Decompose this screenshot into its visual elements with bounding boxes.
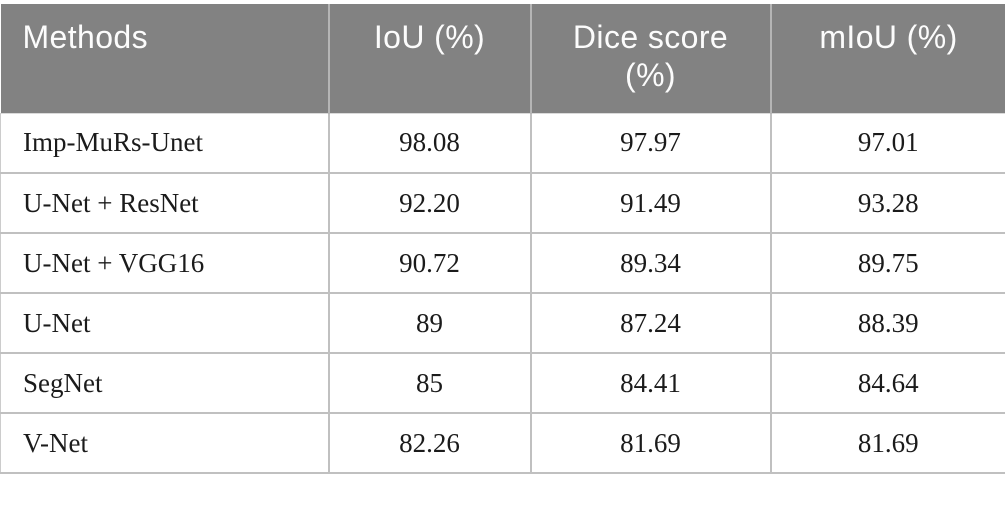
table-row: U-Net + ResNet 92.20 91.49 93.28	[1, 173, 1005, 233]
header-label-methods: Methods	[23, 18, 328, 56]
cell-iou: 82.26	[329, 413, 531, 473]
table-body: Imp-MuRs-Unet 98.08 97.97 97.01 U-Net + …	[1, 113, 1005, 473]
header-cell-methods: Methods	[1, 4, 329, 113]
cell-dice: 91.49	[531, 173, 771, 233]
cell-miou: 89.75	[771, 233, 1005, 293]
cell-miou: 93.28	[771, 173, 1005, 233]
table-row: U-Net + VGG16 90.72 89.34 89.75	[1, 233, 1005, 293]
cell-miou: 81.69	[771, 413, 1005, 473]
cell-method: Imp-MuRs-Unet	[1, 113, 329, 173]
cell-dice: 89.34	[531, 233, 771, 293]
cell-iou: 92.20	[329, 173, 531, 233]
header-cell-miou: mIoU (%)	[771, 4, 1005, 113]
paper-table-page: Methods IoU (%) Dice score(%) mIoU (%) I…	[0, 4, 1005, 505]
table-row: Imp-MuRs-Unet 98.08 97.97 97.01	[1, 113, 1005, 173]
cell-method: V-Net	[1, 413, 329, 473]
cell-dice: 97.97	[531, 113, 771, 173]
cell-miou: 88.39	[771, 293, 1005, 353]
segmentation-results-table: Methods IoU (%) Dice score(%) mIoU (%) I…	[0, 4, 1005, 474]
cell-dice: 81.69	[531, 413, 771, 473]
header-label-iou: IoU (%)	[330, 18, 530, 56]
table-row: SegNet 85 84.41 84.64	[1, 353, 1005, 413]
cell-dice: 87.24	[531, 293, 771, 353]
cell-dice: 84.41	[531, 353, 771, 413]
table-header-row: Methods IoU (%) Dice score(%) mIoU (%)	[1, 4, 1005, 113]
cell-method: SegNet	[1, 353, 329, 413]
header-label-dice-score: Dice score	[532, 18, 770, 56]
cell-iou: 90.72	[329, 233, 531, 293]
cell-method: U-Net + ResNet	[1, 173, 329, 233]
cell-iou: 85	[329, 353, 531, 413]
header-cell-dice-score: Dice score(%)	[531, 4, 771, 113]
header-label-miou: mIoU (%)	[772, 18, 1005, 56]
cell-method: U-Net + VGG16	[1, 233, 329, 293]
table-row: V-Net 82.26 81.69 81.69	[1, 413, 1005, 473]
cell-method: U-Net	[1, 293, 329, 353]
cell-iou: 98.08	[329, 113, 531, 173]
cell-iou: 89	[329, 293, 531, 353]
header-label-dice-score-unit: (%)	[532, 56, 770, 94]
table-row: U-Net 89 87.24 88.39	[1, 293, 1005, 353]
cell-miou: 97.01	[771, 113, 1005, 173]
cell-miou: 84.64	[771, 353, 1005, 413]
header-cell-iou: IoU (%)	[329, 4, 531, 113]
